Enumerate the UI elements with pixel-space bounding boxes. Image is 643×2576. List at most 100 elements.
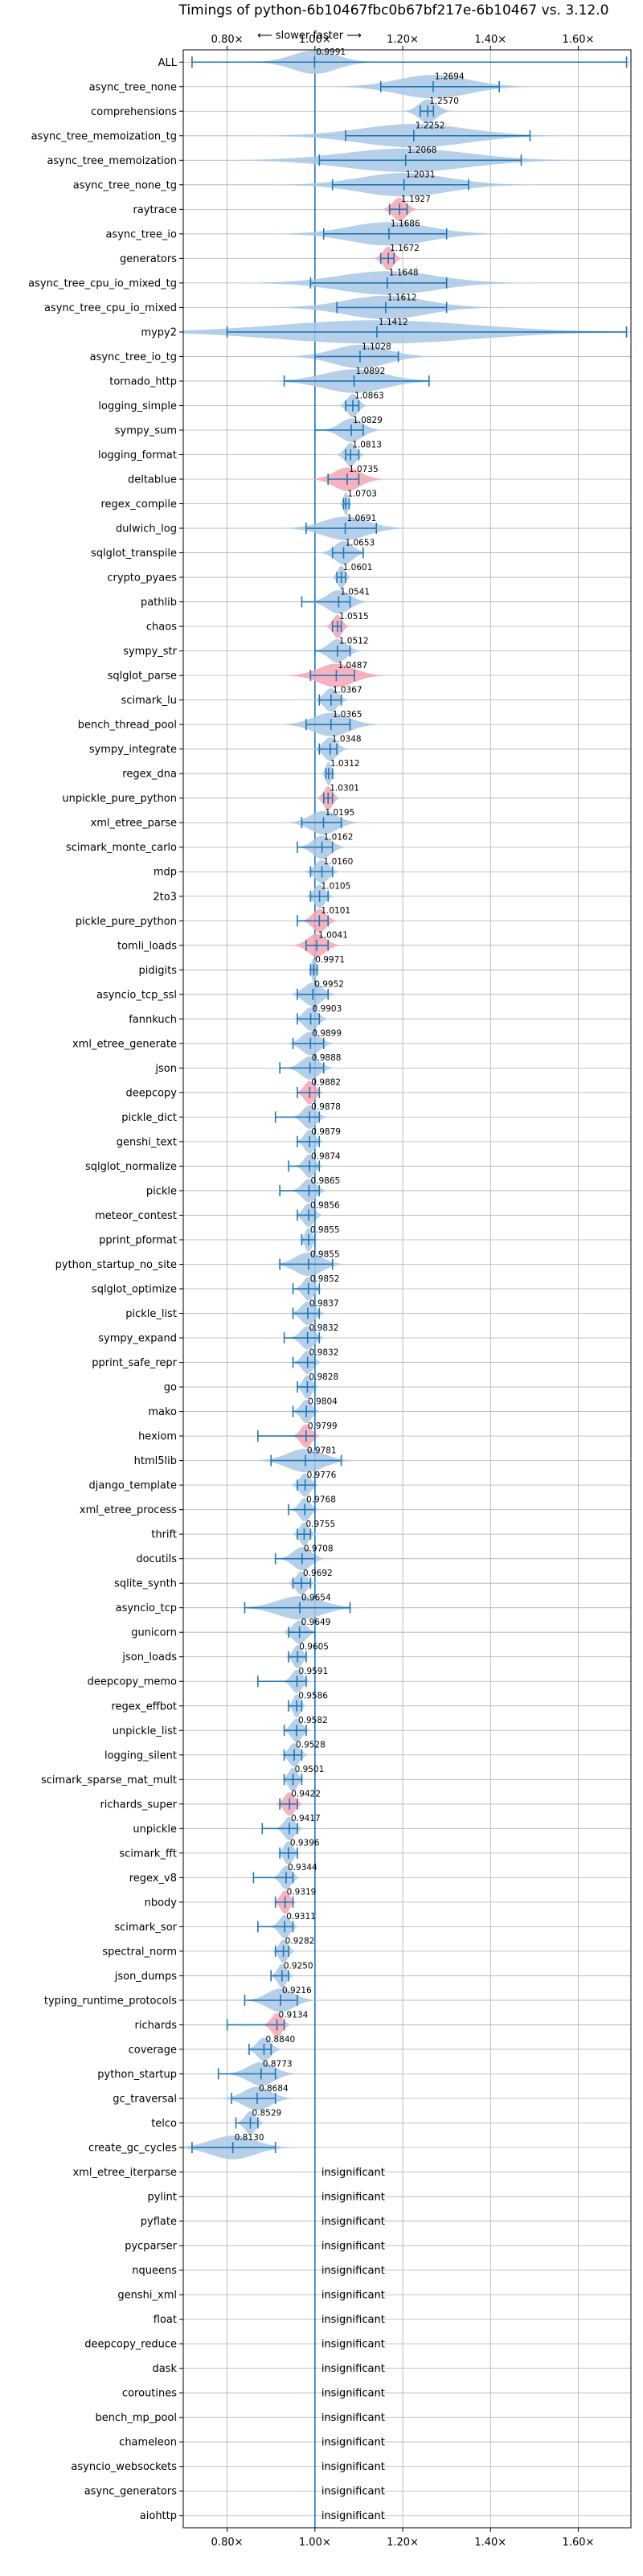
benchmark-label: async_tree_io [105,228,177,240]
value-label: 1.2252 [416,121,445,131]
value-label: 1.0365 [333,710,362,720]
benchmark-label: async_tree_io_tg [90,351,177,363]
benchmark-label: chameleon [119,2437,177,2449]
benchmark-label: tornado_http [109,375,177,388]
value-label: 0.8130 [235,2133,264,2143]
benchmark-label: json [154,1063,177,1075]
value-label: 0.9991 [316,47,346,57]
value-label: 1.0195 [325,808,354,818]
benchmark-label: scimark_sor [114,1922,177,1934]
benchmark-label: async_tree_memoization_tg [31,130,177,142]
value-label: 0.9654 [301,1594,331,1603]
benchmark-label: sqlglot_normalize [85,1161,177,1173]
value-label: 0.9605 [299,1643,329,1652]
benchmark-label: fannkuch [129,1014,177,1026]
x-tick-label-top: 1.00× [299,34,331,46]
insignificant-label: insignificant [322,2388,385,2400]
value-label: 0.9971 [315,955,345,965]
value-label: 1.1648 [389,269,419,278]
benchmark-label: pycparser [125,2241,177,2253]
benchmark-label: regex_compile [100,498,177,511]
value-label: 0.9282 [285,1937,315,1946]
benchmark-label: crypto_pyaes [107,572,177,585]
value-label: 0.9899 [312,1029,342,1039]
benchmark-label: pickle [146,1185,177,1197]
benchmark-label: sqlglot_optimize [92,1284,177,1296]
value-label: 0.9903 [313,1004,342,1014]
insignificant-label: insignificant [322,2363,385,2375]
value-label: 0.9832 [309,1323,339,1333]
value-label: 1.0160 [324,857,354,867]
value-label: 0.9781 [307,1446,337,1455]
benchmark-label: pyflate [141,2216,177,2228]
value-label: 1.1612 [387,293,417,302]
value-label: 1.0829 [353,416,383,425]
value-label: 0.9250 [284,1961,313,1971]
value-label: 0.9134 [279,2010,309,2020]
benchmark-label: gc_traversal [113,2093,177,2105]
value-label: 1.0487 [338,661,367,671]
value-label: 0.9804 [308,1397,338,1406]
benchmark-label: unpickle_list [113,1725,177,1737]
benchmark-label: pidigits [139,965,178,977]
benchmark-label: pylint [147,2192,177,2204]
benchmark-label: json_dumps [114,1971,177,1983]
benchmark-label: xml_etree_process [80,1504,177,1516]
benchmark-label: go [164,1382,177,1394]
benchmark-label: deepcopy_memo [88,1676,177,1688]
benchmark-label: dask [152,2363,177,2375]
benchmark-label: ALL [158,57,178,69]
benchmark-label: nbody [145,1897,178,1909]
benchmark-label: logging_simple [98,400,177,412]
value-label: 0.9776 [307,1471,337,1480]
benchmark-label: bench_mp_pool [95,2412,177,2424]
value-label: 1.0691 [347,514,377,523]
benchmark-label: pickle_list [125,1308,177,1320]
value-label: 1.0515 [339,612,369,621]
benchmark-label: typing_runtime_protocols [44,1995,177,2007]
benchmark-label: logging_silent [104,1749,177,1762]
value-label: 1.1412 [379,318,408,327]
x-tick-label-top: 1.40× [474,34,506,46]
benchmark-label: mypy2 [141,326,177,338]
benchmark-label: scimark_monte_carlo [66,842,177,854]
value-label: 0.9586 [298,1692,328,1701]
grid-layer [179,46,631,2532]
value-label: 0.9755 [305,1520,335,1529]
benchmark-label: hexiom [138,1431,177,1443]
value-label: 1.0541 [340,587,370,597]
benchmark-label: regex_v8 [129,1873,177,1885]
value-label: 0.9422 [291,1790,321,1799]
benchmark-label: genshi_xml [117,2290,177,2302]
benchmark-label: coroutines [122,2388,177,2400]
value-label: 0.9344 [288,1863,317,1873]
benchmark-label: scimark_lu [121,695,177,707]
value-label: 0.9888 [312,1053,342,1063]
benchmark-label: 2to3 [153,891,177,903]
benchmark-label: regex_effbot [111,1700,177,1713]
x-tick-label-bottom: 1.20× [387,2537,419,2549]
value-label: 0.9417 [291,1814,321,1823]
value-label: 1.2570 [429,96,459,106]
labels-layer: 0.80× 0.80× 1.00× 1.00× 1.20× 1.20× 1.40× 1.40×… [28,34,594,2549]
benchmark-label: mako [148,1406,177,1418]
value-label: 1.0735 [349,465,379,474]
benchmark-label: deepcopy_reduce [84,2339,177,2351]
value-label: 0.9528 [296,1741,326,1750]
plot-frame [182,49,632,2529]
benchmark-label: chaos [146,621,177,634]
value-label: 0.9855 [310,1225,340,1235]
benchmark-label: python_startup [97,2069,177,2081]
benchmark-label: regex_dna [122,769,177,781]
value-label: 0.8529 [252,2108,281,2118]
insignificant-label: insignificant [322,2192,385,2204]
value-label: 0.9396 [290,1839,320,1848]
benchmark-label: coverage [129,2044,177,2056]
value-label: 1.1028 [362,342,391,351]
benchmark-label: async_tree_none [89,81,177,93]
value-label: 1.1686 [391,219,420,229]
value-label: 1.2694 [435,72,465,82]
insignificant-label: insignificant [322,2290,385,2302]
benchmark-label: raytrace [133,204,177,216]
value-label: 0.8773 [263,2059,293,2069]
